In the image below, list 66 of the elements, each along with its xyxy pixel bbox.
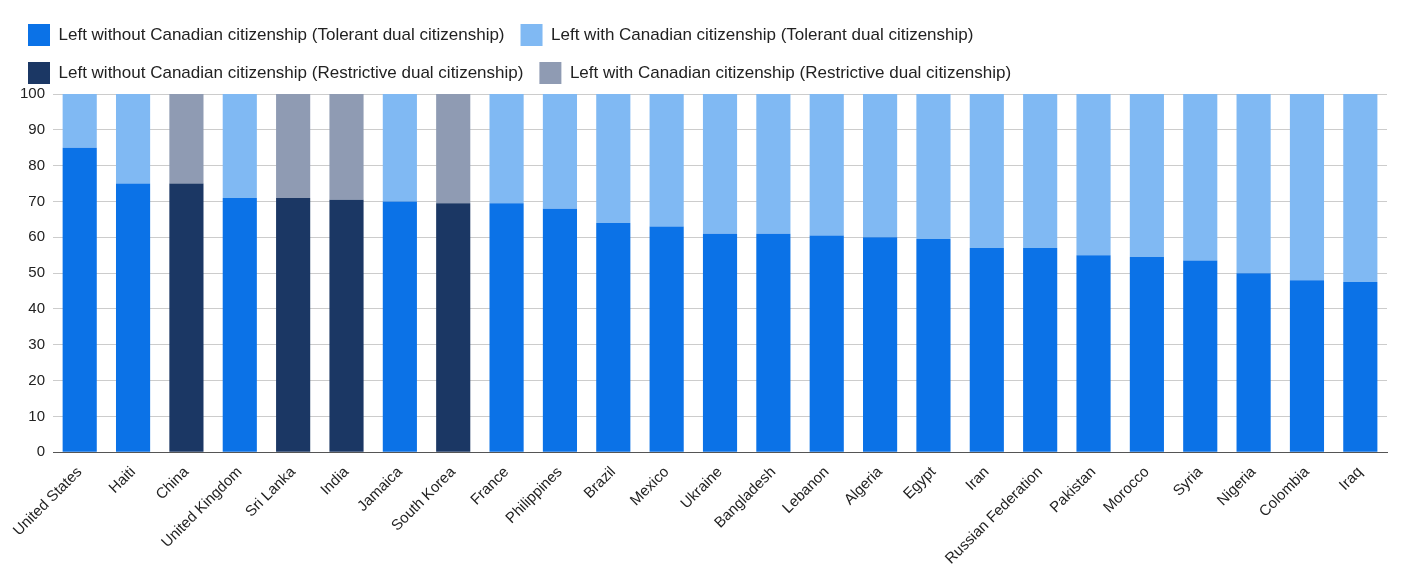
legend-label: Left without Canadian citizenship (Restrictive dual citizenship) — [58, 62, 524, 82]
bar — [756, 94, 791, 234]
y-tick-label: 60 — [28, 227, 46, 245]
y-tick-label: 30 — [28, 334, 46, 352]
bar — [809, 94, 844, 236]
x-tick-label: Iraq — [1335, 462, 1366, 493]
legend-label: Left with Canadian citizenship (Restrictive dual citizenship) — [569, 62, 1012, 82]
bar — [115, 94, 151, 184]
bar — [809, 235, 844, 452]
bar — [329, 199, 364, 452]
bar — [1236, 94, 1271, 274]
bar — [276, 94, 311, 198]
bar — [649, 94, 684, 227]
y-tick-label: 40 — [28, 299, 46, 317]
bar — [542, 208, 578, 452]
bar — [702, 233, 738, 452]
bar — [489, 203, 524, 452]
bar — [222, 94, 257, 198]
bar — [115, 183, 151, 452]
bar — [596, 94, 631, 223]
bar — [62, 147, 97, 452]
legend-label: Left without Canadian citizenship (Tolerant dual citizenship) — [58, 24, 505, 44]
y-tick-label: 100 — [20, 84, 46, 102]
bar — [863, 94, 898, 238]
bar — [969, 248, 1004, 452]
bar — [702, 94, 738, 234]
bar — [1129, 94, 1164, 258]
bar — [329, 94, 364, 200]
y-tick-label: 20 — [28, 370, 46, 388]
bar — [1236, 273, 1271, 452]
bar — [436, 203, 471, 452]
bar — [382, 94, 417, 202]
bar — [1289, 280, 1325, 452]
y-tick-label: 0 — [36, 442, 46, 460]
bar — [222, 197, 257, 452]
bar — [382, 201, 417, 452]
bar — [1023, 94, 1058, 249]
legend-label: Left with Canadian citizenship (Tolerant dual citizenship) — [551, 24, 974, 44]
bar — [276, 197, 311, 452]
y-tick-label: 50 — [28, 263, 46, 281]
bar — [1129, 257, 1164, 452]
y-tick-label: 80 — [28, 155, 46, 173]
bar — [436, 94, 471, 204]
bar — [542, 94, 578, 209]
y-tick-label: 70 — [28, 191, 46, 209]
bar — [169, 94, 204, 184]
bar — [1183, 94, 1218, 261]
bar — [1289, 94, 1325, 281]
bar — [916, 239, 951, 452]
bar — [169, 183, 204, 452]
bar — [1183, 260, 1218, 452]
bar — [1076, 255, 1111, 452]
bar — [969, 94, 1004, 249]
bar — [756, 233, 791, 452]
bar — [489, 94, 524, 204]
bar — [1076, 94, 1111, 256]
bar — [863, 237, 898, 452]
bar — [62, 94, 97, 148]
y-tick-label: 10 — [28, 406, 46, 424]
bar — [916, 94, 951, 240]
bar — [1343, 94, 1378, 283]
bar — [1023, 248, 1058, 452]
bar — [1343, 282, 1378, 452]
bar — [596, 222, 631, 452]
y-tick-label: 90 — [28, 119, 46, 137]
bar — [649, 226, 684, 452]
